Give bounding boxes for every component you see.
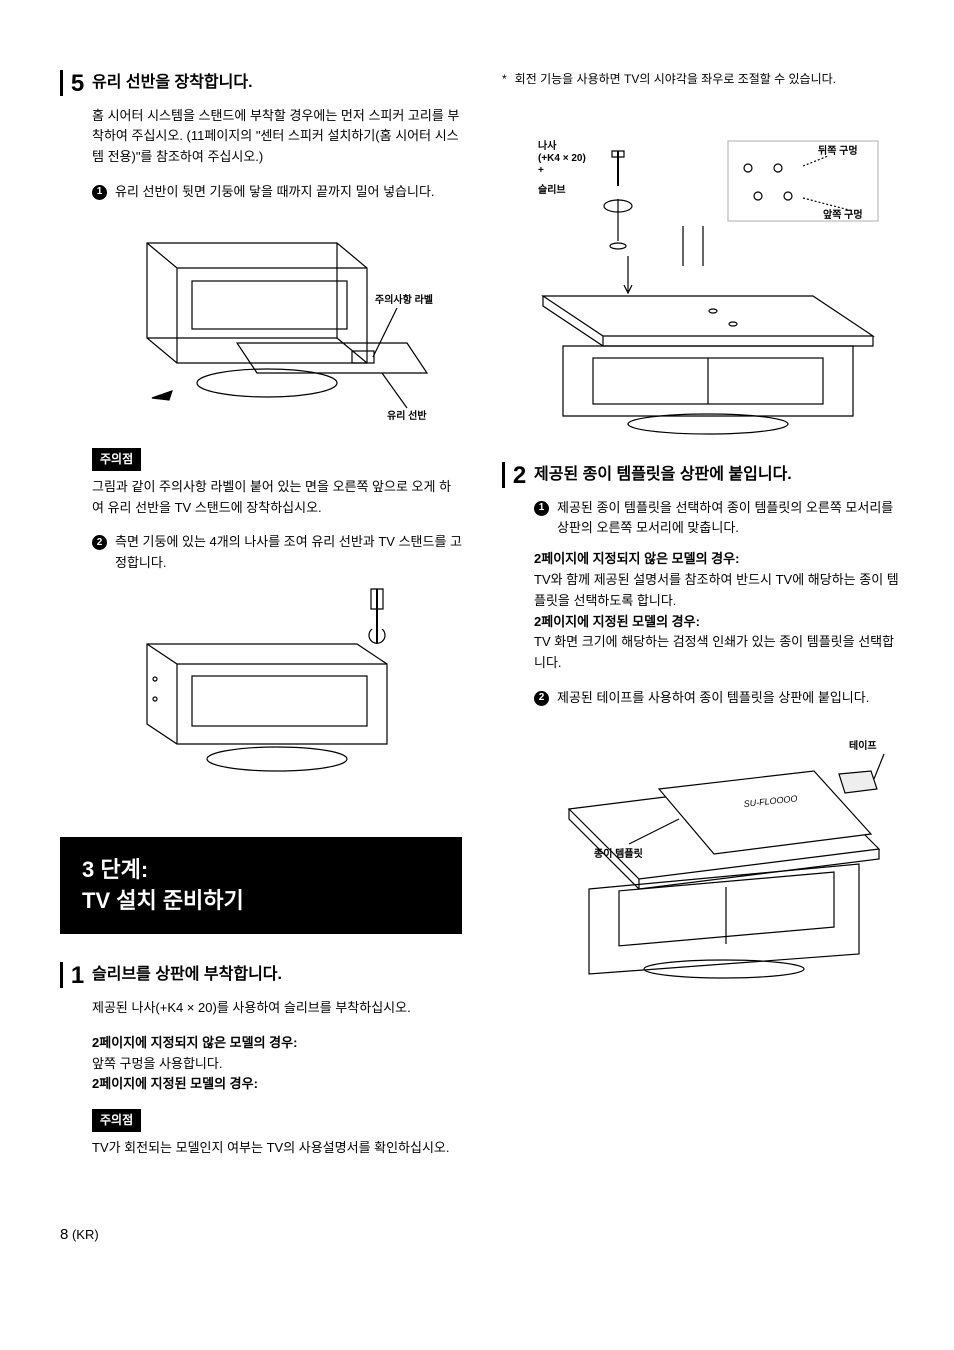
label-rear-hole: 뒤쪽 구멍 [818,144,858,157]
page-number: 8 [60,1226,68,1243]
bullet-number-icon: 1 [534,501,549,516]
step-1: 1 슬리브를 상판에 부착합니다. 제공된 나사(+K4 × 20)를 사용하여… [60,962,462,1173]
step-number: 1 [71,962,84,988]
step-number-col: 1 [60,962,92,988]
bullet-text: 측면 기둥에 있는 4개의 나사를 조여 유리 선반과 TV 스탠드를 고정합니… [115,532,462,574]
step-1-intro: 제공된 나사(+K4 × 20)를 사용하여 슬리브를 부착하십시오. [92,998,462,1019]
bullet-text: 유리 선반이 뒷면 기둥에 닿을 때까지 끝까지 밀어 넣습니다. [115,182,462,203]
case-a-label: 2페이지에 지정되지 않은 모델의 경우: [92,1035,297,1050]
callout-caution-label: 주의사항 라벨 [375,293,433,306]
page-region: (KR) [72,1227,99,1242]
rotation-footnote: * 회전 기능을 사용하면 TV의 시야각을 좌우로 조절할 수 있습니다. [502,70,904,89]
step-2-title: 제공된 종이 템플릿을 상판에 붙입니다. [534,462,904,488]
case-a-text: 앞쪽 구멍을 사용합니다. [92,1056,222,1071]
step-5-bullet-2: 2 측면 기둥에 있는 4개의 나사를 조여 유리 선반과 TV 스탠드를 고정… [92,532,462,574]
asterisk: * [502,70,507,89]
case-b-text: TV 화면 크기에 해당하는 검정색 인쇄가 있는 종이 템플릿을 선택합니다. [534,634,894,670]
step-5-bullet-1: 1 유리 선반이 뒷면 기둥에 닿을 때까지 끝까지 밀어 넣습니다. [92,182,462,203]
note-block: 주의점 그림과 같이 주의사항 라벨이 붙어 있는 면을 오른쪽 앞으로 오게 … [92,448,462,519]
stage-line2: TV 설치 준비하기 [82,888,244,913]
diagram-glass-shelf: 주의사항 라벨 유리 선반 [92,213,462,430]
right-column: * 회전 기능을 사용하면 TV의 시야각을 좌우로 조절할 수 있습니다. [502,70,904,1183]
case-a-label: 2페이지에 지정되지 않은 모델의 경우: [534,551,739,566]
bullet-number-icon: 1 [92,185,107,200]
left-column: 5 유리 선반을 장착합니다. 홈 시어터 시스템을 스탠드에 부착할 경우에는… [60,70,462,1183]
label-plus: + [538,165,544,176]
label-screw: 나사 [538,139,557,152]
page-footer: 8 (KR) [60,1223,904,1247]
label-tape: 테이프 [849,739,877,752]
step-2-bullet-2: 2 제공된 테이프를 사용하여 종이 템플릿을 상판에 붙입니다. [534,688,904,709]
case-b-label: 2페이지에 지정된 모델의 경우: [534,614,700,629]
footnote-text: 회전 기능을 사용하면 TV의 시야각을 좌우로 조절할 수 있습니다. [515,70,836,89]
case-a-text: TV와 함께 제공된 설명서를 참조하여 반드시 TV에 해당하는 종이 템플릿… [534,572,899,608]
stage-line1: 3 단계: [82,857,148,882]
diagram-paper-template: 테이프 종이 템플릿 SU-FLOOOO [534,719,904,986]
diagram-tighten-screws [92,584,462,791]
bullet-number-icon: 2 [534,691,549,706]
step-number: 2 [513,462,526,488]
bullet-number-icon: 2 [92,535,107,550]
step-5: 5 유리 선반을 장착합니다. 홈 시어터 시스템을 스탠드에 부착할 경우에는… [60,70,462,809]
stage-3-header: 3 단계: TV 설치 준비하기 [60,837,462,935]
note-block: 주의점 TV가 회전되는 모델인지 여부는 TV의 사용설명서를 확인하십시오. [92,1109,462,1159]
note-label: 주의점 [92,448,141,471]
step-2-bullet-1: 1 제공된 종이 템플릿을 선택하여 종이 템플릿의 오른쪽 모서리를 상판의 … [534,498,904,540]
step-1-title: 슬리브를 상판에 부착합니다. [92,962,462,988]
step-number: 5 [71,70,84,96]
note-text: TV가 회전되는 모델인지 여부는 TV의 사용설명서를 확인하십시오. [92,1138,462,1159]
bullet-text: 제공된 종이 템플릿을 선택하여 종이 템플릿의 오른쪽 모서리를 상판의 오른… [557,498,904,540]
label-sleeve: 슬리브 [538,183,566,196]
step-number-col: 2 [502,462,534,488]
step-5-intro: 홈 시어터 시스템을 스탠드에 부착할 경우에는 먼저 스피커 고리를 부착하여… [92,106,462,168]
label-front-hole: 앞쪽 구멍 [823,208,863,221]
diagram-sleeve-attach: 나사 (+K4 × 20) + 슬리브 뒤쪽 구멍 앞쪽 구멍 [502,105,904,444]
label-screw-spec: (+K4 × 20) [538,153,586,164]
case-b-label: 2페이지에 지정된 모델의 경우: [92,1076,258,1091]
callout-glass-shelf: 유리 선반 [387,409,427,422]
step-number-col: 5 [60,70,92,96]
note-label: 주의점 [92,1109,141,1132]
note-text: 그림과 같이 주의사항 라벨이 붙어 있는 면을 오른쪽 앞으로 오게 하여 유… [92,477,462,519]
step-5-title: 유리 선반을 장착합니다. [92,70,462,96]
bullet-text: 제공된 테이프를 사용하여 종이 템플릿을 상판에 붙입니다. [557,688,904,709]
step-2: 2 제공된 종이 템플릿을 상판에 붙입니다. 1 제공된 종이 템플릿을 선택… [502,462,904,1004]
label-template: 종이 템플릿 [594,847,643,860]
